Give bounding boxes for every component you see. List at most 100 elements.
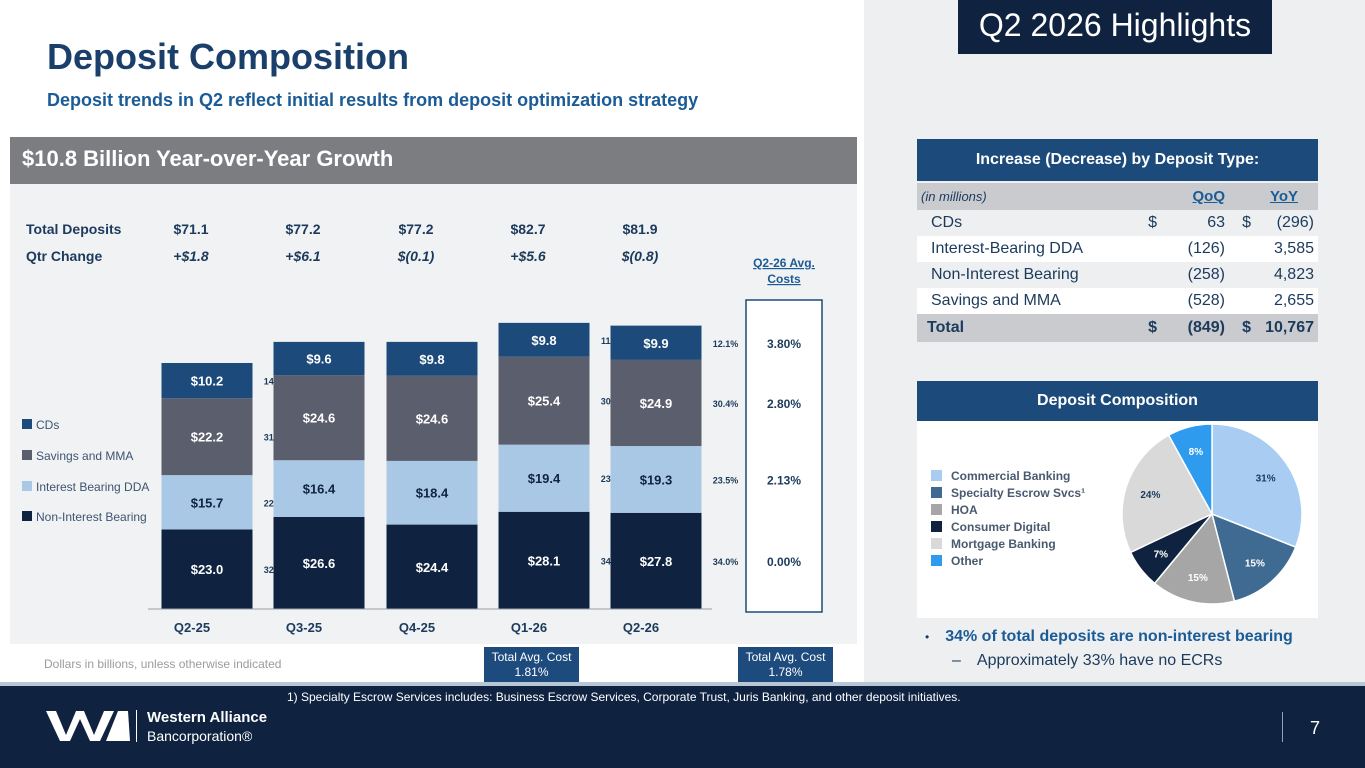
bar-segment (273, 460, 365, 517)
pie-legend-swatch (931, 504, 942, 515)
total-avg-cost-q2: Total Avg. Cost 1.78% (738, 647, 833, 683)
bar-segment (386, 341, 478, 376)
total-yoy: 10,767 (1255, 314, 1318, 342)
pie-value-label: 24% (1140, 490, 1160, 501)
company-name-line1: Western Alliance (147, 709, 268, 726)
row-label: Interest-Bearing DDA (917, 236, 1135, 262)
pie-legend-label: Specialty Escrow Svcs¹ (951, 486, 1085, 500)
bar-value-label: $19.3 (640, 472, 673, 487)
bar-segment (498, 511, 590, 609)
bar-value-label: $26.6 (303, 556, 336, 571)
row-currency (1135, 236, 1161, 262)
bar-segment (386, 375, 478, 461)
row-label: CDs (931, 214, 963, 231)
bar-value-label: $24.6 (416, 411, 449, 426)
col-yoy: YoY (1255, 183, 1318, 210)
bar-value-label: $16.4 (303, 482, 336, 497)
page-subtitle: Deposit trends in Q2 reflect initial res… (47, 90, 699, 110)
pie-legend-label: Commercial Banking (951, 469, 1070, 483)
bar-segment (610, 359, 702, 447)
row-label: Non-Interest Bearing (931, 266, 1079, 283)
composition-pie-chart: 31% 15% 15% 7% 24% 8% Commercial Banking Specia… (931, 423, 1303, 605)
legend-label: Savings and MMA (36, 449, 133, 463)
legend-swatch (22, 450, 32, 460)
table-total-row: Total $ (849) $ 10,767 (917, 314, 1318, 342)
bullet-main-text: 34% of total deposits are non-interest b… (945, 628, 1293, 645)
footer (0, 686, 1365, 768)
bar-percent-label: 12.1% (713, 339, 739, 349)
row-label: Savings and MMA (917, 288, 1135, 314)
footer-divider (0, 682, 1365, 686)
row-currency: $ (1242, 214, 1251, 231)
row-currency (1135, 262, 1161, 288)
units-note: Dollars in billions, unless otherwise in… (44, 657, 282, 671)
bar-value-label: $9.9 (643, 336, 668, 351)
pie-legend-swatch (931, 538, 942, 549)
bar-segment (273, 375, 365, 461)
x-tick-label: Q2-25 (174, 620, 210, 635)
pie-slice (1153, 512, 1236, 605)
pie-legend-swatch (931, 487, 942, 498)
total-qoq: (849) (1161, 314, 1229, 342)
total-label: Total (917, 314, 1135, 342)
avg-cost-value: 2.13% (767, 473, 801, 487)
bar-value-label: $25.4 (528, 394, 561, 409)
x-tick-label: Q1-26 (511, 620, 547, 635)
bar-value-label: $23.0 (191, 562, 224, 577)
table-row: Interest-Bearing DDA (126) 3,585 (917, 236, 1318, 262)
row-qoq: (126) (1161, 236, 1229, 262)
row-currency (1135, 288, 1161, 314)
row-yoy: 4,823 (1273, 266, 1314, 283)
bar-percent-label: 30.4% (713, 399, 739, 409)
bar-value-label: $28.1 (528, 553, 561, 568)
unit-label: (in millions) (917, 183, 1135, 210)
row-qoq: 63 (1207, 214, 1225, 231)
bar-value-label: $24.4 (416, 560, 449, 575)
x-tick-label: Q3-25 (286, 620, 322, 635)
pie-value-label: 15% (1188, 573, 1208, 584)
bar-segment (161, 398, 253, 476)
bar-segment (161, 475, 253, 530)
total-deposits-value: $77.2 (398, 221, 433, 237)
legend-label: Non-Interest Bearing (36, 510, 147, 524)
bar-value-label: $24.9 (640, 396, 673, 411)
legend-swatch (22, 481, 32, 491)
x-tick-label: Q2-26 (623, 620, 659, 635)
table-row: CDs $ 63 $ (296) (917, 210, 1318, 236)
pie-legend-label: HOA (951, 503, 978, 517)
growth-banner: $10.8 Billion Year-over-Year Growth (10, 137, 857, 184)
bar-value-label: $24.6 (303, 411, 336, 426)
qtr-change-label: Qtr Change (26, 248, 102, 264)
total-avg-cost-value: 1.81% (514, 665, 549, 679)
bar-value-label: $27.8 (640, 554, 673, 569)
bar-value-label: $22.2 (191, 430, 224, 445)
bar-segment (161, 362, 253, 399)
pie-legend-label: Consumer Digital (951, 520, 1050, 534)
table-row: Savings and MMA (528) 2,655 (917, 288, 1318, 314)
bar-value-label: $15.7 (191, 495, 224, 510)
total-avg-cost-q1: Total Avg. Cost 1.81% (484, 647, 579, 683)
bar-value-label: $9.8 (531, 333, 556, 348)
row-currency (1229, 262, 1255, 288)
bullet-main: • 34% of total deposits are non-interest … (925, 628, 1293, 645)
bar-segment (610, 325, 702, 360)
company-logo-icon (46, 711, 130, 741)
row-currency: $ (1135, 314, 1161, 342)
bar-segment (273, 516, 365, 609)
total-deposits-label: Total Deposits (26, 221, 122, 237)
bar-value-label: $19.4 (528, 471, 561, 486)
pie-slice (1210, 512, 1297, 603)
deposit-type-header: Increase (Decrease) by Deposit Type: (917, 139, 1318, 181)
company-name-line2: Bancorporation® (147, 728, 253, 744)
bar-value-label: $18.4 (416, 486, 449, 501)
bar-segment (161, 529, 253, 609)
highlights-badge: Q2 2026 Highlights (958, 0, 1272, 54)
bar-segment (610, 512, 702, 609)
row-currency: $ (1148, 214, 1157, 231)
row-yoy: 3,585 (1255, 236, 1318, 262)
total-deposits-value: $81.9 (622, 221, 657, 237)
bar-segment (498, 444, 590, 512)
company-name: Western Alliance Bancorporation® (147, 709, 267, 744)
deposit-bar-chart: Total Deposits Qtr Change $71.1 +$1.8 $77.2 +… (22, 221, 823, 635)
row-yoy: 2,655 (1255, 288, 1318, 314)
